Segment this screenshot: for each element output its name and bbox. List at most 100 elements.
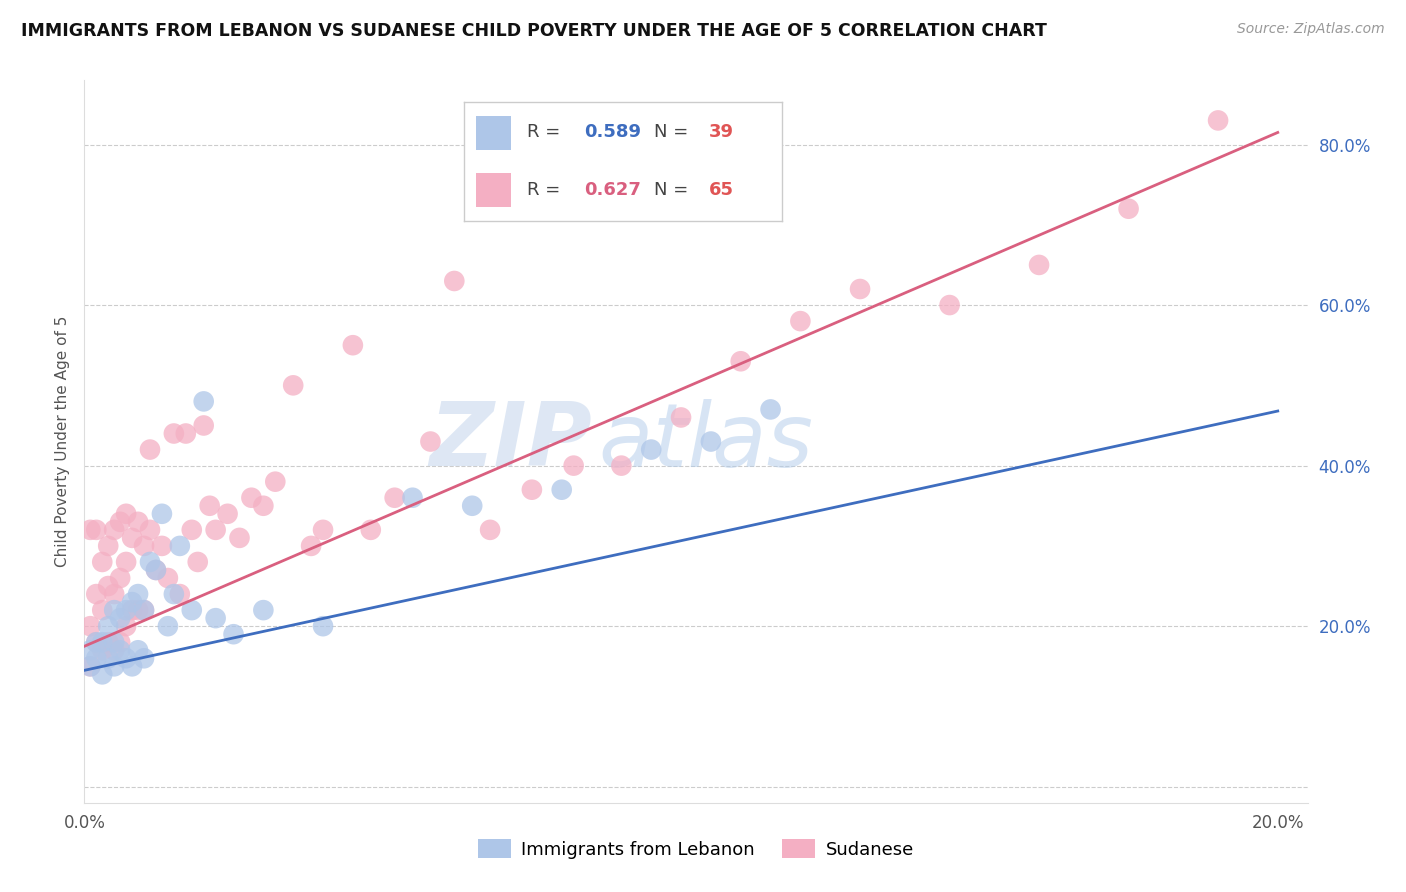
Point: [121, 659, 143, 673]
Point: [240, 491, 263, 505]
Point: [139, 442, 162, 457]
Point: [84, 651, 107, 665]
Point: [461, 499, 484, 513]
Point: [198, 499, 221, 513]
Point: [360, 523, 382, 537]
Point: [103, 587, 125, 601]
Point: [228, 531, 250, 545]
Point: [97, 651, 120, 665]
Point: [84, 635, 107, 649]
Point: [169, 539, 191, 553]
Point: [150, 507, 173, 521]
Point: [299, 539, 322, 553]
Point: [79, 619, 101, 633]
Point: [132, 539, 155, 553]
Point: [640, 442, 662, 457]
Point: [121, 595, 143, 609]
Point: [204, 523, 226, 537]
Point: [342, 338, 364, 352]
Point: [84, 635, 107, 649]
Point: [180, 603, 202, 617]
Point: [145, 563, 167, 577]
Point: [1118, 202, 1140, 216]
Point: [938, 298, 960, 312]
Point: [610, 458, 633, 473]
Point: [193, 418, 215, 433]
Point: [180, 523, 202, 537]
Point: [252, 603, 274, 617]
Point: [108, 643, 131, 657]
Point: [97, 539, 120, 553]
Point: [443, 274, 465, 288]
Point: [169, 587, 191, 601]
Point: [163, 426, 186, 441]
Point: [103, 659, 125, 673]
Point: [91, 603, 114, 617]
Point: [312, 523, 335, 537]
Point: [1028, 258, 1050, 272]
Point: [700, 434, 723, 449]
Point: [401, 491, 423, 505]
Point: [103, 643, 125, 657]
Point: [108, 571, 131, 585]
Point: [145, 563, 167, 577]
Point: [103, 635, 125, 649]
Point: [551, 483, 574, 497]
Point: [252, 499, 274, 513]
Y-axis label: Child Poverty Under the Age of 5: Child Poverty Under the Age of 5: [55, 316, 70, 567]
Point: [103, 603, 125, 617]
Point: [132, 603, 155, 617]
Point: [79, 659, 101, 673]
Point: [115, 619, 138, 633]
Point: [312, 619, 335, 633]
Point: [283, 378, 305, 392]
Point: [97, 579, 120, 593]
Text: Source: ZipAtlas.com: Source: ZipAtlas.com: [1237, 22, 1385, 37]
Point: [669, 410, 692, 425]
Point: [115, 507, 138, 521]
Text: ZIP: ZIP: [429, 398, 592, 485]
Point: [174, 426, 197, 441]
Point: [730, 354, 752, 368]
Point: [79, 523, 101, 537]
Point: [419, 434, 441, 449]
Point: [520, 483, 543, 497]
Point: [193, 394, 215, 409]
Point: [759, 402, 782, 417]
Legend: Immigrants from Lebanon, Sudanese: Immigrants from Lebanon, Sudanese: [471, 832, 921, 866]
Point: [127, 515, 149, 529]
Point: [562, 458, 585, 473]
Point: [103, 523, 125, 537]
Point: [84, 523, 107, 537]
Point: [108, 611, 131, 625]
Point: [121, 531, 143, 545]
Point: [108, 515, 131, 529]
Point: [91, 643, 114, 657]
Point: [849, 282, 872, 296]
Point: [156, 571, 179, 585]
Point: [222, 627, 245, 641]
Point: [115, 555, 138, 569]
Point: [384, 491, 406, 505]
Point: [132, 603, 155, 617]
Point: [91, 555, 114, 569]
Text: atlas: atlas: [598, 399, 813, 484]
Point: [79, 659, 101, 673]
Point: [217, 507, 239, 521]
Point: [91, 635, 114, 649]
Point: [115, 603, 138, 617]
Point: [79, 643, 101, 657]
Point: [127, 643, 149, 657]
Point: [91, 667, 114, 681]
Point: [187, 555, 209, 569]
Point: [479, 523, 502, 537]
Point: [204, 611, 226, 625]
Point: [163, 587, 186, 601]
Point: [156, 619, 179, 633]
Point: [139, 523, 162, 537]
Point: [97, 635, 120, 649]
Point: [84, 587, 107, 601]
Point: [115, 651, 138, 665]
Point: [264, 475, 287, 489]
Point: [1206, 113, 1229, 128]
